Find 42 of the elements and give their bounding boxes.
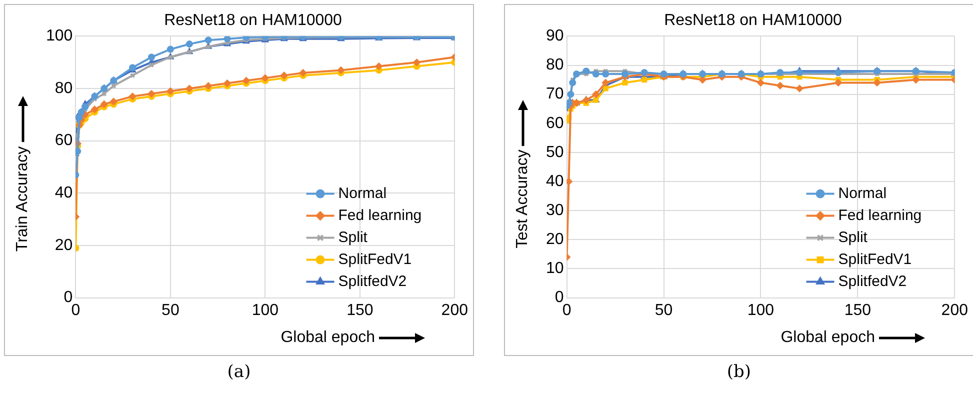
x-tick-label: 200 [941,302,968,319]
y-tick-label: 50 [546,144,564,161]
y-tick-label: 30 [546,202,564,220]
x-tick-label: 150 [844,302,872,319]
y-axis-title: Train Accuracy [14,146,32,252]
x-axis-title: Global epoch [280,329,375,347]
chart-title: ResNet18 on HAM10000 [664,12,842,30]
legend-label: Split [338,228,368,246]
legend-label: SplitFedV1 [838,250,912,268]
y-tick-label: 0 [554,289,564,306]
y-tick-label: 80 [546,56,564,74]
y-tick-label: 10 [546,260,564,278]
text: (a) [226,362,252,382]
legend-label: Normal [338,184,387,202]
legend-label: Split [838,228,868,246]
legend-label: SplitFedV1 [338,250,412,268]
y-tick-label: 60 [546,114,564,132]
x-tick-label: 100 [747,302,774,319]
x-tick-label: 50 [162,302,180,319]
x-tick-label: 100 [252,302,279,319]
x-tick-label: 150 [346,302,374,319]
text: (b) [726,362,752,382]
y-axis-title: Test Accuracy [514,150,532,248]
legend-label: Fed learning [338,206,422,224]
y-tick-label: 40 [546,172,564,190]
legend-label: SplitfedV2 [338,272,407,290]
chart-title: ResNet18 on HAM10000 [164,12,342,30]
y-tick-label: 60 [54,132,73,150]
x-tick-label: 200 [441,302,468,319]
y-tick-label: 100 [46,28,73,45]
legend-label: Fed learning [838,206,922,224]
y-tick-label: 20 [54,236,73,254]
y-tick-label: 0 [64,289,73,306]
y-tick-label: 40 [54,184,73,202]
y-tick-label: 20 [546,231,564,248]
x-tick-label: 50 [654,302,673,319]
x-axis-title: Global epoch [780,329,875,347]
legend-label: Normal [838,184,887,202]
y-tick-label: 70 [546,86,564,103]
y-tick-label: 80 [54,80,73,97]
legend-label: SplitfedV2 [838,272,907,290]
y-tick-label: 90 [546,28,564,45]
